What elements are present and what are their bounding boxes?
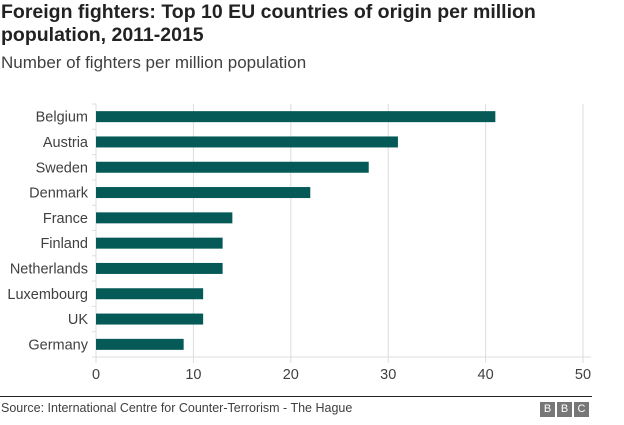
bbc-logo: B B C	[540, 402, 589, 417]
bar-sweden	[96, 161, 369, 173]
source-note: Source: International Centre for Counter…	[1, 401, 353, 415]
category-label: Luxembourg	[7, 287, 88, 303]
x-tick-label: 50	[575, 367, 591, 383]
x-tick-label: 40	[478, 367, 494, 383]
bar-austria	[96, 136, 398, 148]
bbc-logo-letter: C	[574, 402, 589, 417]
x-tick-label: 0	[92, 367, 100, 383]
bar-luxembourg	[96, 288, 204, 300]
chart-title: Foreign fighters: Top 10 EU countries of…	[1, 1, 536, 46]
category-label: Belgium	[36, 110, 88, 126]
bar-finland	[96, 237, 223, 249]
bar-chart: Belgium Austria Sweden Denmark France Finland…	[7, 103, 591, 383]
bar-netherlands	[96, 262, 223, 274]
category-label: Austria	[43, 135, 89, 151]
category-label: Netherlands	[10, 261, 88, 277]
x-tick-label: 30	[380, 367, 396, 383]
bar-france	[96, 212, 233, 224]
category-label: Finland	[40, 236, 88, 252]
bar-belgium	[96, 111, 496, 123]
bbc-logo-letter: B	[540, 402, 555, 417]
category-label: Germany	[28, 337, 88, 353]
footer-divider	[0, 396, 592, 397]
category-label: Sweden	[36, 160, 88, 176]
bar-germany	[96, 338, 184, 350]
category-label: UK	[68, 312, 88, 328]
category-label: France	[43, 211, 88, 227]
x-tick-label: 20	[283, 367, 299, 383]
bar-denmark	[96, 187, 311, 199]
category-label: Denmark	[29, 186, 89, 202]
bbc-logo-letter: B	[557, 402, 572, 417]
chart-subtitle: Number of fighters per million populatio…	[1, 53, 307, 72]
x-tick-label: 10	[185, 367, 201, 383]
bar-uk	[96, 313, 204, 325]
